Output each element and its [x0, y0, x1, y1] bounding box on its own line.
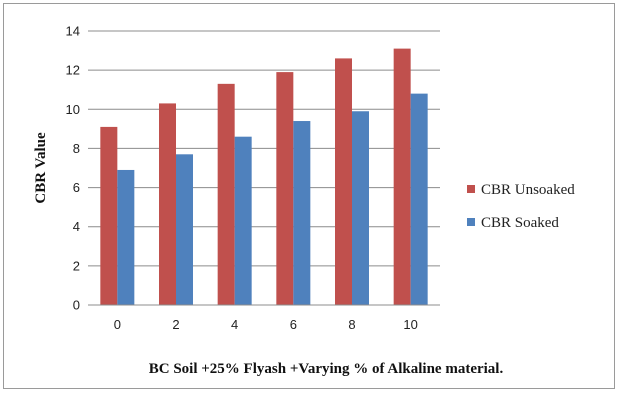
y-tick-label: 10 [66, 102, 80, 117]
x-tick-label: 10 [403, 317, 417, 332]
bar-cbr-soaked-6 [293, 121, 311, 306]
x-tick-label: 4 [231, 317, 238, 332]
bar-cbr-soaked-10 [410, 93, 428, 305]
x-tick-label: 0 [114, 317, 121, 332]
bar-cbr-soaked-8 [352, 111, 369, 305]
y-tick-label: 12 [66, 63, 80, 78]
legend: CBR Unsoaked CBR Soaked [467, 182, 575, 231]
x-tick-label: 8 [348, 317, 355, 332]
y-tick-label: 0 [73, 298, 80, 313]
x-tick-labels: 0 2 4 6 8 10 [114, 317, 418, 332]
gridlines [88, 30, 440, 267]
y-tick-labels: 0 2 4 6 8 10 12 14 [66, 24, 80, 313]
legend-label-unsoaked: CBR Unsoaked [481, 182, 575, 198]
bar-cbr-unsoaked-10 [393, 48, 411, 305]
x-axis-title: BC Soil +25% Flyash +Varying % of Alkali… [149, 361, 504, 377]
legend-swatch-unsoaked [467, 185, 475, 193]
bars [100, 48, 428, 306]
y-tick-label: 4 [73, 219, 80, 234]
legend-label-soaked: CBR Soaked [481, 215, 559, 231]
bar-cbr-soaked-0 [117, 169, 135, 305]
x-tick-label: 2 [172, 317, 179, 332]
x-tick-label: 6 [290, 317, 297, 332]
bar-cbr-unsoaked-6 [276, 72, 294, 305]
bar-cbr-soaked-2 [176, 154, 193, 305]
bar-cbr-unsoaked-2 [159, 103, 176, 306]
y-tick-label: 6 [73, 180, 80, 195]
bar-cbr-unsoaked-8 [335, 58, 352, 306]
bar-cbr-soaked-4 [234, 136, 252, 305]
legend-swatch-soaked [467, 218, 475, 226]
y-axis-title: CBR Value [33, 132, 49, 204]
y-tick-label: 2 [73, 258, 80, 273]
y-tick-label: 8 [73, 141, 80, 156]
bar-cbr-unsoaked-0 [100, 126, 118, 306]
y-tick-label: 14 [66, 24, 80, 39]
bar-cbr-unsoaked-4 [217, 83, 235, 305]
